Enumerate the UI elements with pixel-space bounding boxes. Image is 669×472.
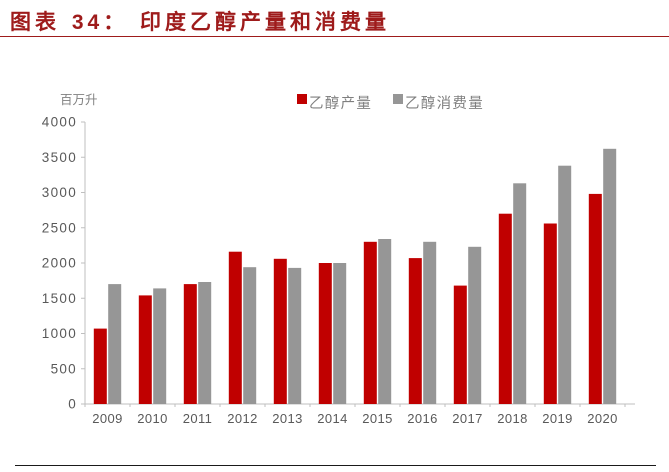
svg-text:2016: 2016: [407, 411, 438, 426]
svg-text:4000: 4000: [42, 115, 77, 130]
svg-text:1500: 1500: [42, 291, 77, 306]
svg-text:2009: 2009: [92, 411, 123, 426]
svg-text:2010: 2010: [137, 411, 168, 426]
svg-text:2012: 2012: [227, 411, 258, 426]
svg-text:2019: 2019: [542, 411, 573, 426]
svg-text:2500: 2500: [42, 220, 77, 235]
svg-text:2000: 2000: [42, 256, 77, 271]
svg-text:2017: 2017: [452, 411, 483, 426]
svg-text:1000: 1000: [42, 326, 77, 341]
svg-text:2015: 2015: [362, 411, 393, 426]
svg-text:2014: 2014: [317, 411, 348, 426]
svg-text:3000: 3000: [42, 185, 77, 200]
svg-text:2013: 2013: [272, 411, 303, 426]
svg-text:2011: 2011: [183, 411, 213, 426]
svg-text:2020: 2020: [587, 411, 618, 426]
svg-text:500: 500: [51, 361, 77, 376]
svg-text:0: 0: [68, 397, 77, 412]
svg-text:2018: 2018: [497, 411, 528, 426]
svg-text:3500: 3500: [42, 150, 77, 165]
